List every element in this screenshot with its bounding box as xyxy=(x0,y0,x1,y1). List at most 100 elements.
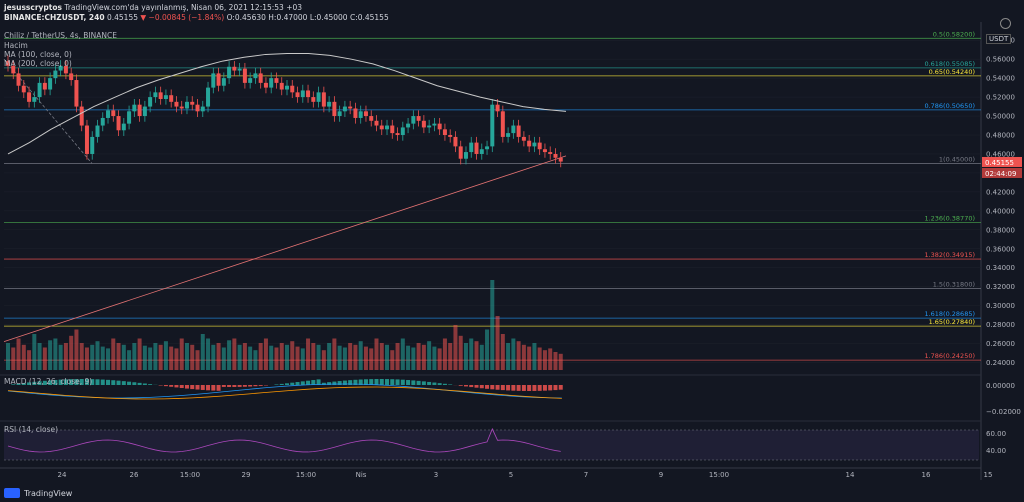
volume-bar xyxy=(348,343,353,370)
candle-body xyxy=(374,120,379,126)
candle-body xyxy=(327,101,332,107)
volume-bar xyxy=(163,341,168,370)
macd-histogram-bar xyxy=(379,379,384,385)
candle-body xyxy=(248,78,253,83)
price-change: ▼ −0.00845 (−1.84%) xyxy=(140,13,225,22)
volume-bar xyxy=(21,344,26,370)
candle-body xyxy=(216,73,221,86)
macd-histogram-bar xyxy=(48,380,53,385)
candle-body xyxy=(348,106,353,109)
macd-histogram-bar xyxy=(348,380,353,385)
current-price-label: 0.45155 xyxy=(985,159,1014,167)
volume-bar xyxy=(279,343,284,370)
macd-histogram-bar xyxy=(400,379,405,385)
volume-bar xyxy=(106,348,111,370)
macd-histogram-bar xyxy=(458,385,463,386)
fib-level-label: 0.786(0.50650) xyxy=(924,102,975,110)
ma200-legend[interactable]: MA (200, close, 0) xyxy=(4,59,72,68)
candle-body xyxy=(158,92,163,99)
macd-histogram-bar xyxy=(506,385,511,391)
candle-body xyxy=(32,97,37,102)
published-info: TradingView.com'da yayınlanmış, Nisan 06… xyxy=(64,3,303,12)
volume-bar xyxy=(132,343,137,370)
candle-body xyxy=(400,127,405,136)
candle-body xyxy=(490,104,495,147)
macd-histogram-bar xyxy=(90,379,95,385)
volume-legend[interactable]: Hacim xyxy=(4,41,28,50)
volume-bar xyxy=(206,338,211,370)
macd-legend[interactable]: MACD (12, 26, close, 9) xyxy=(4,377,93,386)
macd-histogram-bar xyxy=(127,381,132,385)
macd-histogram-bar xyxy=(211,385,216,391)
macd-histogram-bar xyxy=(332,381,337,385)
volume-bar xyxy=(295,346,300,370)
candle-body xyxy=(106,110,111,118)
volume-bar xyxy=(432,346,437,370)
candle-body xyxy=(337,111,342,117)
candle-body xyxy=(53,70,58,79)
volume-bar xyxy=(390,350,395,370)
volume-bar xyxy=(242,343,247,370)
volume-bar xyxy=(248,346,253,370)
candle-body xyxy=(274,78,279,83)
candle-body xyxy=(100,117,105,126)
macd-histogram-bar xyxy=(237,385,242,387)
macd-histogram-bar xyxy=(416,380,421,385)
volume-bar xyxy=(479,344,484,370)
candle-body xyxy=(421,120,426,128)
fib-level-label: 1(0.45000) xyxy=(939,155,975,163)
candle-body xyxy=(184,101,189,109)
macd-histogram-bar xyxy=(474,385,479,388)
fib-level-label: 0.618(0.55085) xyxy=(924,60,975,68)
volume-bar xyxy=(385,344,390,370)
candle-body xyxy=(506,133,511,137)
candle-body xyxy=(321,92,326,107)
rsi-legend[interactable]: RSI (14, close) xyxy=(4,425,59,434)
macd-histogram-bar xyxy=(53,379,58,385)
macd-histogram-bar xyxy=(195,385,200,390)
volume-bar xyxy=(6,343,10,370)
volume-bar xyxy=(427,341,432,370)
macd-histogram-bar xyxy=(206,385,211,391)
candle-body xyxy=(285,85,289,90)
trendline xyxy=(3,155,567,343)
candle-body xyxy=(132,104,137,112)
volume-bar xyxy=(227,340,232,370)
macd-histogram-bar xyxy=(100,379,105,385)
chart-title: Chiliz / TetherUS, 4s, BINANCE xyxy=(4,31,117,40)
price-tick-label: 0.28000 xyxy=(986,321,1015,329)
macd-histogram-bar xyxy=(558,385,563,390)
macd-histogram-bar xyxy=(116,380,121,385)
candle-body xyxy=(11,65,16,74)
settings-gear-icon[interactable] xyxy=(1000,18,1011,29)
volume-bar xyxy=(342,347,347,370)
volume-bar xyxy=(553,352,558,370)
candle-body xyxy=(437,123,442,130)
candle-body xyxy=(200,106,205,112)
macd-histogram-bar xyxy=(432,382,437,385)
candle-body xyxy=(58,65,63,71)
volume-bar xyxy=(111,338,116,370)
price-tick-label: 0.42000 xyxy=(986,188,1015,196)
candle-body xyxy=(84,125,89,154)
volume-bar xyxy=(453,325,458,370)
volume-bar xyxy=(74,329,79,370)
candle-body xyxy=(263,82,268,88)
volume-bar xyxy=(469,338,474,370)
volume-bar xyxy=(400,338,405,370)
macd-histogram-bar xyxy=(542,385,547,391)
volume-bar xyxy=(521,344,526,370)
macd-histogram-bar xyxy=(316,379,321,385)
macd-histogram-bar xyxy=(342,380,347,385)
ma100-legend[interactable]: MA (100, close, 0) xyxy=(4,50,72,59)
candle-body xyxy=(448,135,453,137)
macd-histogram-bar xyxy=(479,385,484,389)
volume-bar xyxy=(537,347,542,370)
macd-histogram-bar xyxy=(190,385,195,390)
volume-bar xyxy=(63,343,68,370)
volume-bar xyxy=(395,343,400,370)
currency-tag[interactable]: USDT xyxy=(986,34,1012,44)
candle-body xyxy=(74,80,79,107)
volume-bar xyxy=(485,329,490,370)
